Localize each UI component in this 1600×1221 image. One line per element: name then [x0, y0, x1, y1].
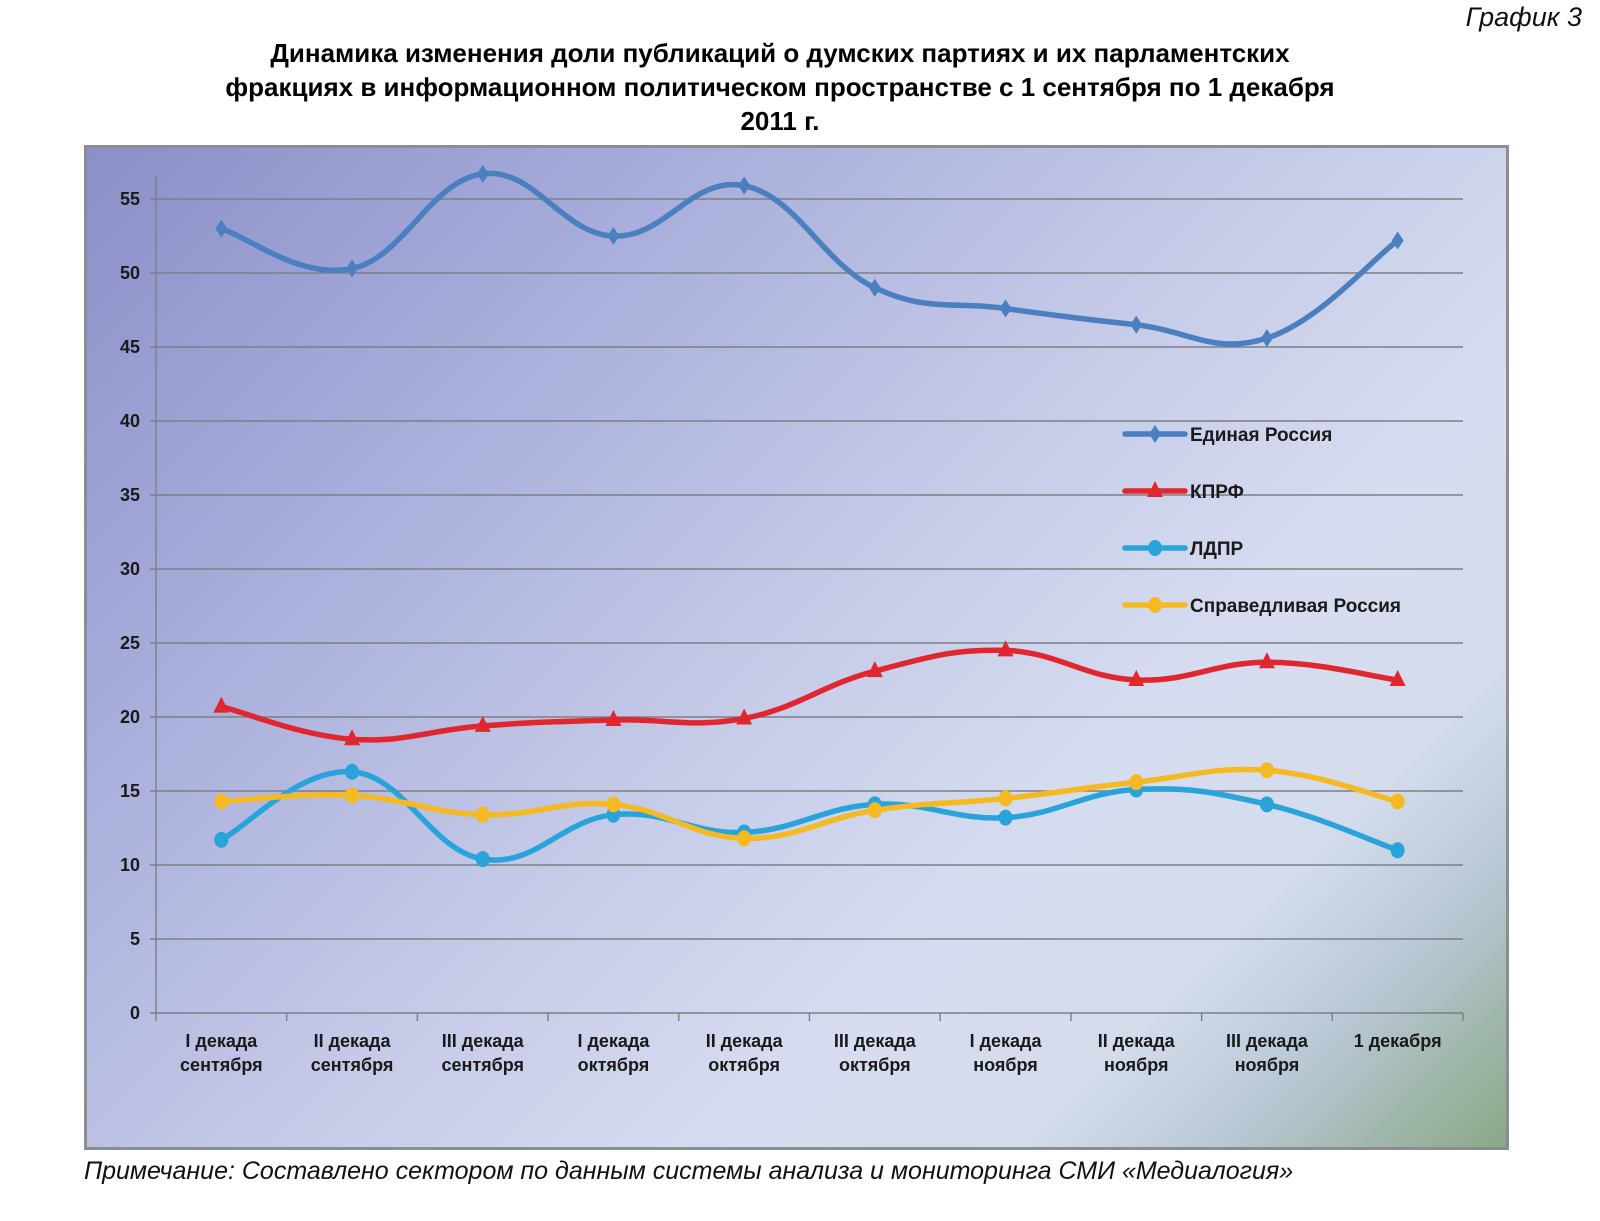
x-tick-label: II декада: [314, 1031, 392, 1051]
series-3: [214, 762, 1405, 847]
figure-label: График 3: [1465, 2, 1582, 32]
y-tick-label: 35: [120, 485, 140, 505]
title-line-3: 2011 г.: [740, 106, 820, 136]
data-point: [738, 176, 751, 195]
data-point: [868, 278, 881, 297]
legend-marker: [1149, 425, 1161, 443]
x-tick-label: II декада: [1098, 1031, 1176, 1051]
x-tick-label: I декада: [970, 1031, 1043, 1051]
y-tick-label: 45: [120, 337, 140, 357]
x-tick-label: сентября: [180, 1055, 263, 1075]
series-line: [218, 768, 1401, 863]
x-tick-label: октября: [578, 1055, 650, 1075]
data-point: [1260, 329, 1273, 348]
x-tick-label: 1 декабря: [1354, 1031, 1442, 1051]
legend-item: Единая Россия: [1122, 425, 1332, 446]
x-tick-label: ноября: [1104, 1055, 1169, 1075]
x-tick-label: III декада: [1226, 1031, 1309, 1051]
y-tick-label: 20: [120, 707, 140, 727]
data-point: [344, 729, 361, 746]
chart-area: [84, 145, 1509, 1150]
data-point: [605, 709, 622, 726]
series-0: [215, 164, 1404, 348]
data-point: [1129, 774, 1144, 791]
y-tick-label: 5: [130, 929, 140, 949]
legend-item: КПРФ: [1122, 481, 1244, 503]
chart-title: Динамика изменения доли публикаций о дум…: [80, 36, 1480, 138]
y-tick-label: 10: [120, 855, 140, 875]
y-tick-label: 0: [130, 1003, 140, 1023]
data-point: [345, 787, 360, 804]
footnote: Примечание: Составлено сектором по данны…: [84, 1157, 1294, 1185]
data-point: [1390, 793, 1405, 810]
series-1: [213, 640, 1406, 746]
axes: 0 5 10 15 20 25 30 35 40 45 50 55 I декада сентября II…: [120, 175, 1464, 1075]
legend-label: Единая Россия: [1190, 425, 1332, 446]
data-point: [475, 851, 490, 868]
y-tick-label: 55: [120, 189, 140, 209]
data-point: [736, 708, 753, 725]
data-point: [737, 830, 752, 847]
data-point: [214, 793, 229, 810]
x-tick-label: I декада: [185, 1031, 258, 1051]
legend-label: ЛДПР: [1190, 539, 1244, 560]
x-tick-label: ноября: [973, 1055, 1038, 1075]
data-point: [999, 299, 1012, 318]
data-point: [997, 640, 1014, 657]
series-line: [218, 647, 1401, 743]
y-tick-label: 25: [120, 633, 140, 653]
legend-marker: [1147, 481, 1163, 497]
series-2: [214, 763, 1405, 868]
legend: Единая Россия КПРФ ЛДПР Справедливая Россия: [1122, 425, 1401, 617]
x-tick-label: II декада: [706, 1031, 784, 1051]
data-point: [607, 227, 620, 245]
data-point: [1258, 652, 1275, 669]
series-line: [218, 170, 1401, 347]
x-tick-label: III декада: [442, 1031, 525, 1051]
data-point: [474, 715, 491, 732]
legend-item: Справедливая Россия: [1122, 596, 1401, 617]
y-tick-label: 15: [120, 781, 140, 801]
x-tick-label: сентября: [441, 1055, 524, 1075]
x-tick-label: октября: [708, 1055, 780, 1075]
data-point: [346, 259, 359, 278]
data-point: [1389, 670, 1406, 686]
title-line-1: Динамика изменения доли публикаций о дум…: [270, 38, 1290, 68]
title-line-2: фракциях в информационном политическом п…: [225, 72, 1335, 102]
data-point: [1259, 796, 1274, 813]
x-tick-label: I декада: [577, 1031, 650, 1051]
data-point: [867, 802, 882, 819]
gridlines: [150, 198, 1463, 940]
legend-marker: [1148, 540, 1162, 556]
data-point: [475, 806, 490, 823]
data-point: [866, 661, 883, 678]
data-point: [998, 809, 1013, 826]
data-point: [1391, 231, 1404, 250]
legend-label: Справедливая Россия: [1190, 596, 1401, 617]
y-tick-label: 30: [120, 559, 140, 579]
x-tick-label: ноября: [1235, 1055, 1300, 1075]
data-point: [214, 831, 229, 848]
y-tick-label: 40: [120, 411, 140, 431]
legend-marker: [1148, 597, 1162, 613]
data-point: [213, 696, 230, 713]
y-tick-label: 50: [120, 263, 140, 283]
data-point: [998, 790, 1013, 807]
data-point: [1128, 670, 1145, 686]
data-point: [1390, 842, 1405, 859]
data-point: [1259, 762, 1274, 779]
data-point: [345, 763, 360, 780]
legend-item: ЛДПР: [1122, 539, 1244, 560]
series-line: [218, 766, 1401, 842]
x-tick-label: III декада: [834, 1031, 917, 1051]
data-point: [606, 796, 621, 813]
data-point: [1130, 315, 1143, 334]
data-point: [215, 219, 228, 238]
legend-label: КПРФ: [1190, 482, 1244, 503]
x-tick-label: октября: [839, 1055, 911, 1075]
series-lines: [213, 164, 1406, 868]
x-tick-label: сентября: [311, 1055, 394, 1075]
data-point: [476, 164, 489, 183]
